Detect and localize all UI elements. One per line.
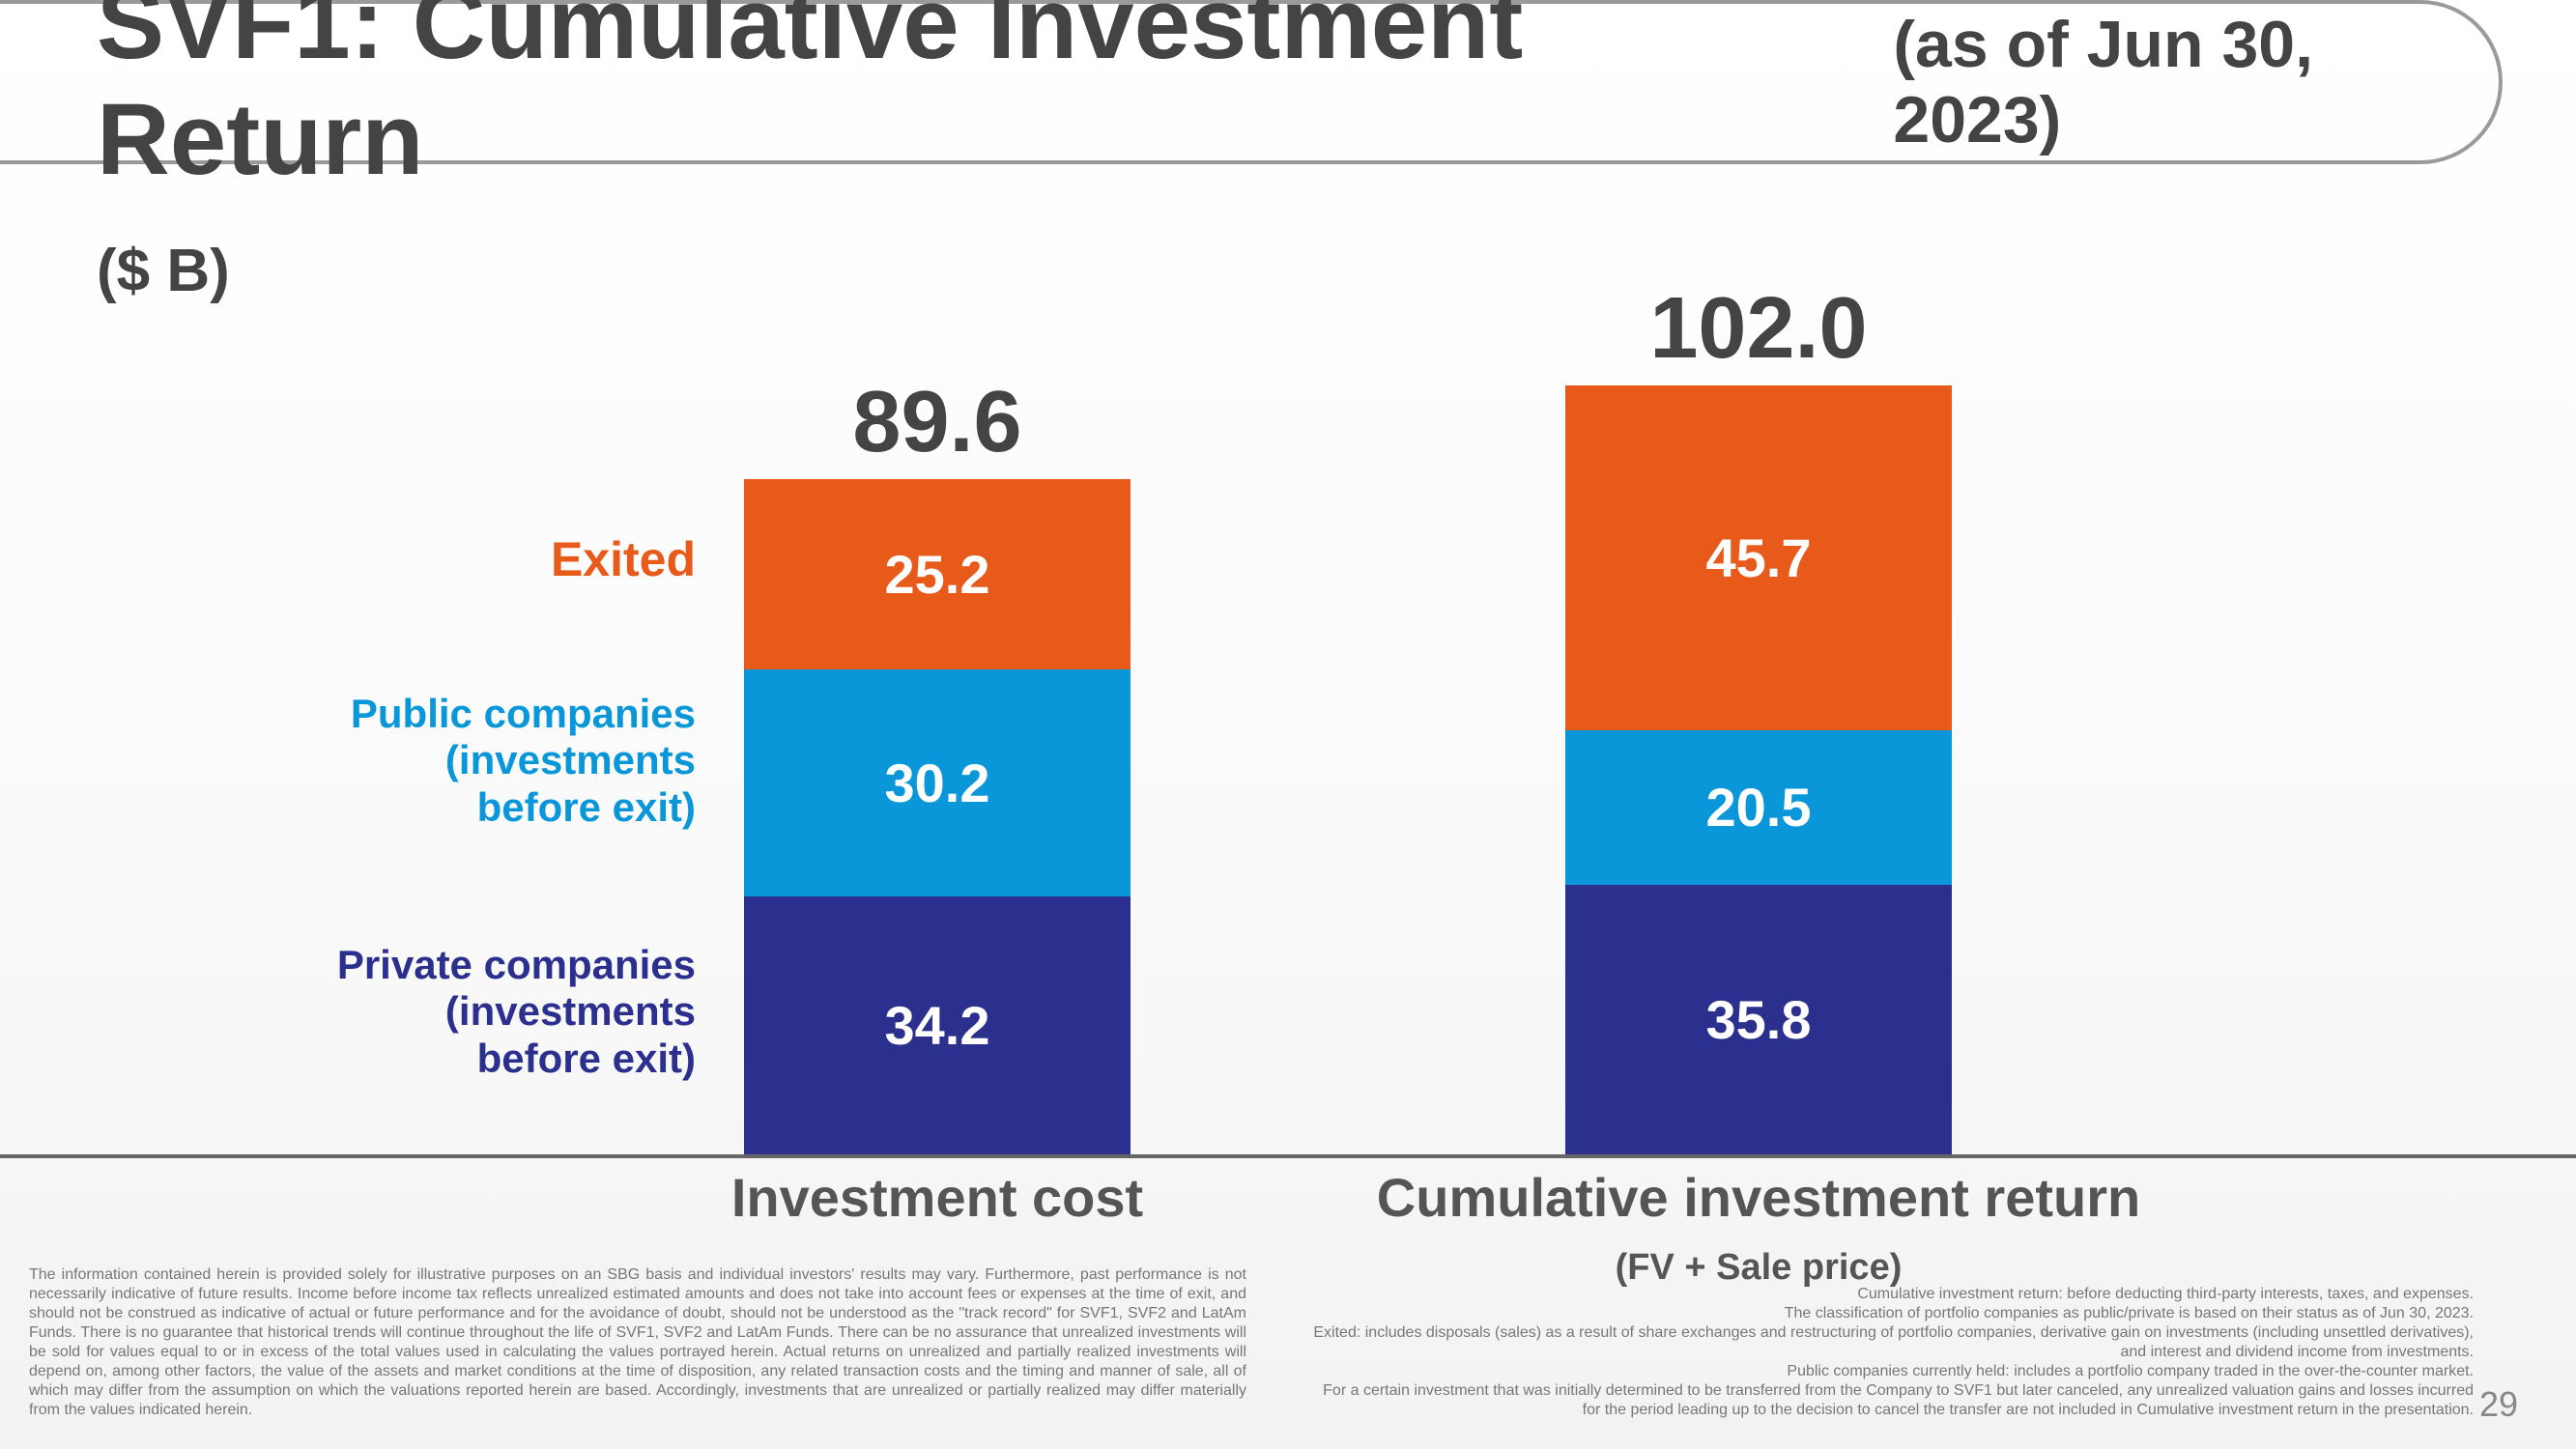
bar-return-seg-0: 35.8 — [1565, 885, 1952, 1154]
axis-line — [0, 1154, 2576, 1158]
title-sub: (as of Jun 30, 2023) — [1893, 7, 2499, 157]
title-main: SVF1: Cumulative Investment Return — [97, 0, 1875, 198]
title-banner: SVF1: Cumulative Investment Return (as o… — [0, 0, 2503, 164]
legend-exited: Exited — [0, 531, 696, 587]
legend-private: Private companies(investmentsbefore exit… — [0, 942, 696, 1082]
chart: Exited Public companies(investmentsbefor… — [0, 213, 2576, 1159]
legend-public: Public companies(investmentsbefore exit) — [0, 691, 696, 831]
bar-return-seg-1: 20.5 — [1565, 730, 1952, 885]
bar-cost-seg-2: 25.2 — [744, 479, 1131, 669]
bar-total-cost: 89.6 — [647, 373, 1227, 472]
footnote-right: Cumulative investment return: before ded… — [1304, 1285, 2474, 1420]
bar-cost: 34.230.225.2 — [744, 479, 1131, 1154]
footnote-left: The information contained herein is prov… — [29, 1265, 1246, 1420]
legend-exited-label: Exited — [551, 532, 696, 586]
bar-return: 35.820.545.7 — [1565, 385, 1952, 1154]
bar-return-seg-2: 45.7 — [1565, 385, 1952, 729]
page-number: 29 — [2479, 1384, 2518, 1425]
slide: SVF1: Cumulative Investment Return (as o… — [0, 0, 2576, 1449]
bar-total-return: 102.0 — [1469, 279, 2048, 379]
bar-cost-seg-1: 30.2 — [744, 669, 1131, 897]
bar-cost-seg-0: 34.2 — [744, 896, 1131, 1154]
axis-label-return: Cumulative investment return(FV + Sale p… — [1275, 1166, 2242, 1292]
